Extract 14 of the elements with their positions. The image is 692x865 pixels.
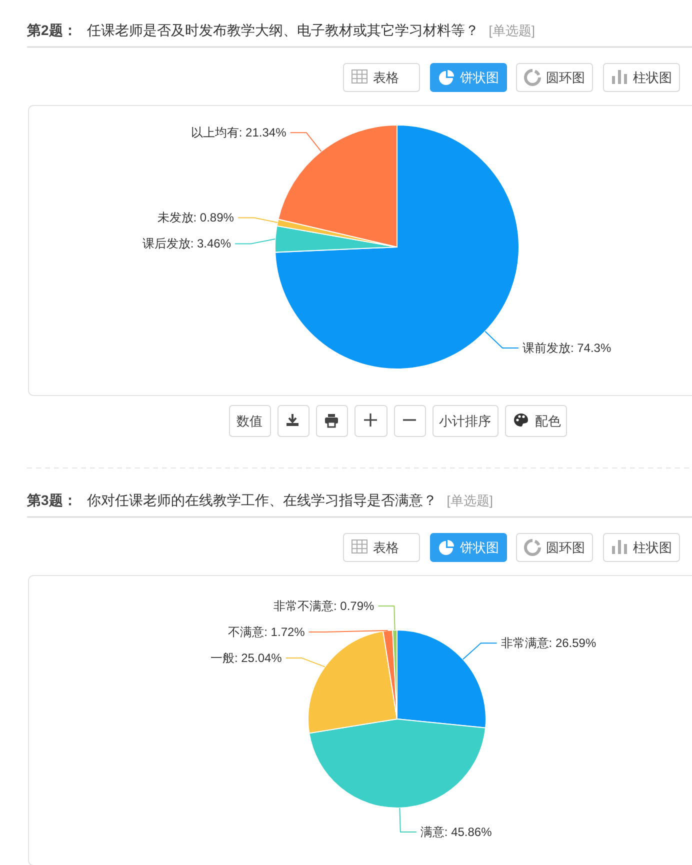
title: 你对任课老师的在线教学工作、在线学习指导是否满意？ xyxy=(86,492,437,508)
subtitle: [单选题] xyxy=(488,23,536,38)
title: 任课老师是否及时发布教学大纲、电子教材或其它学习材料等？ xyxy=(86,22,479,38)
question-number: 第3题： xyxy=(27,492,77,508)
button-table-label: 表格 xyxy=(373,70,399,85)
button-pie-label: 饼状图 xyxy=(460,70,499,85)
button-pie-label: 饼状图 xyxy=(460,540,499,555)
button-bar-label: 柱状图 xyxy=(633,70,672,85)
question-number: 第2题： xyxy=(27,22,77,38)
button-bar-label: 柱状图 xyxy=(633,540,672,555)
button-ring-label: 圆环图 xyxy=(546,70,585,85)
button-table-label: 表格 xyxy=(373,540,399,555)
subtitle: [单选题] xyxy=(446,493,494,508)
button-ring-label: 圆环图 xyxy=(546,540,585,555)
